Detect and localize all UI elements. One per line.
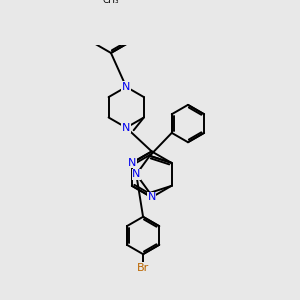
Text: CH₃: CH₃ xyxy=(103,0,119,5)
Text: N: N xyxy=(122,82,130,92)
Text: N: N xyxy=(148,192,156,202)
Text: N: N xyxy=(128,158,136,168)
Text: Br: Br xyxy=(137,263,149,273)
Text: N: N xyxy=(132,169,140,179)
Text: N: N xyxy=(122,123,130,133)
